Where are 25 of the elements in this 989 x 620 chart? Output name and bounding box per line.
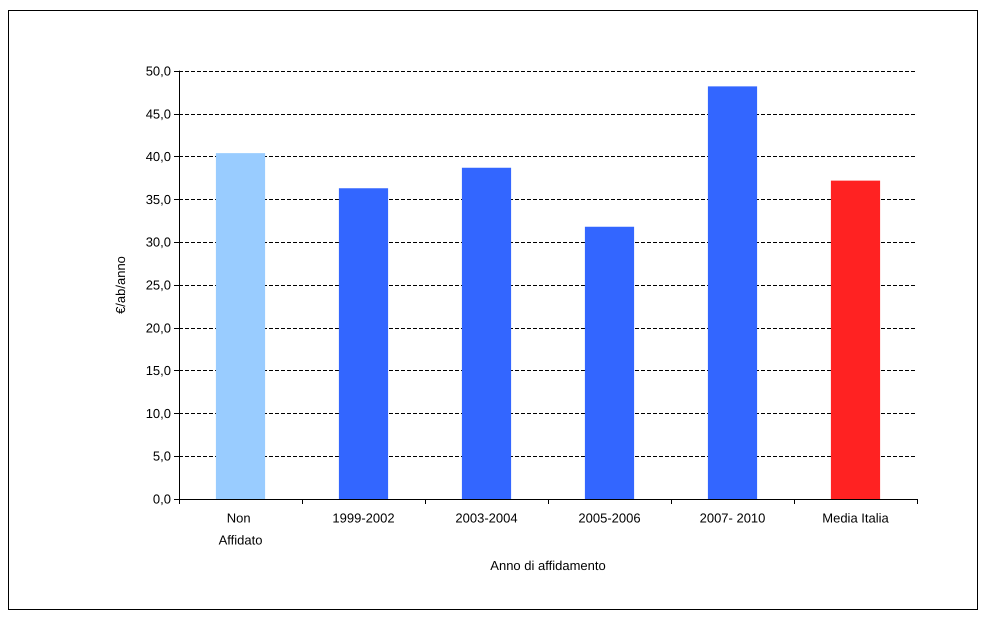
y-tick-label: 40,0 [146,149,171,164]
x-tick-label: Non Affidato [218,510,262,548]
y-tick-label: 5,0 [152,448,171,464]
y-tick-label: 50,0 [146,64,171,78]
x-axis-title: Anno di affidamento [490,558,606,573]
bar [462,168,512,499]
y-tick-label: 20,0 [146,320,171,336]
x-tick-label: Media Italia [822,510,890,526]
y-tick-label: 35,0 [146,192,171,207]
bar [830,180,880,499]
bar [338,188,388,499]
y-tick-label: 30,0 [146,234,171,250]
x-tick-label: 2005-2006 [578,510,641,526]
bar [216,153,266,499]
bar [584,226,634,499]
x-tick-label: 2003-2004 [455,510,518,526]
y-tick-label: 15,0 [146,363,171,378]
x-tick-label: 1999-2002 [332,510,395,526]
bar [708,86,758,499]
y-tick-label: 0,0 [152,492,171,506]
y-tick-label: 45,0 [146,106,171,122]
y-axis-title: €/ab/anno [113,256,128,314]
x-tick-label: 2007- 2010 [700,510,766,526]
y-tick-label: 25,0 [146,278,171,292]
y-tick-label: 10,0 [146,406,171,421]
